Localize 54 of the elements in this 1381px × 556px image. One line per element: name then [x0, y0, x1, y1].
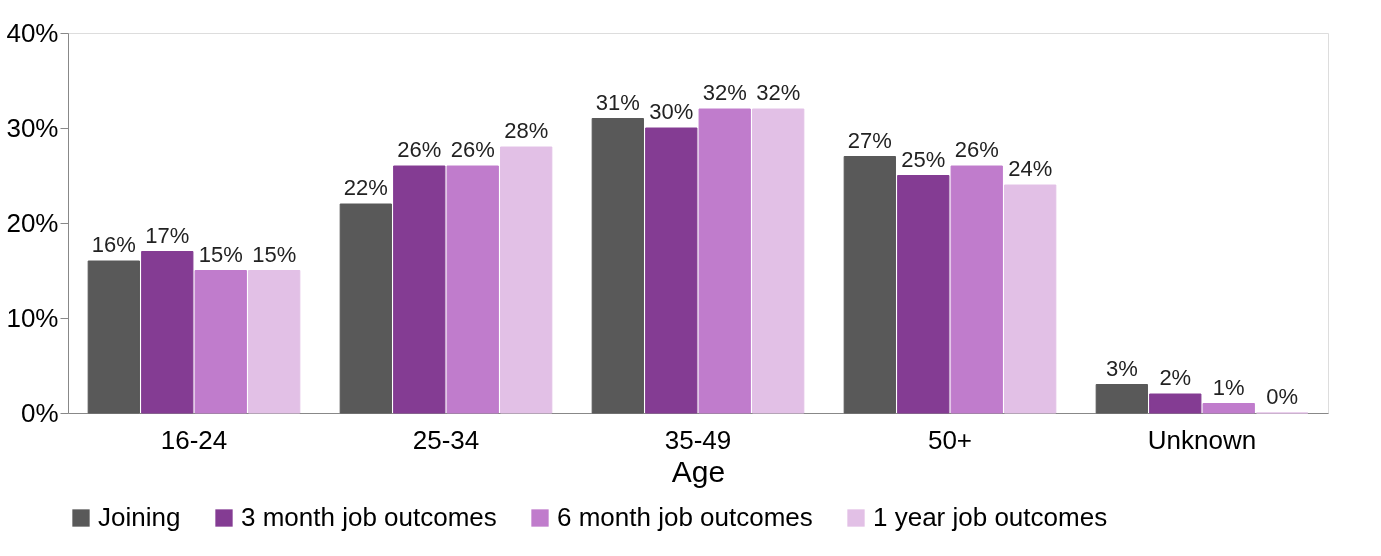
x-tick-label: 25-34 [412, 424, 480, 455]
bar [1149, 393, 1202, 414]
legend-label: 6 month job outcomes [557, 502, 813, 532]
data-label: 15% [198, 241, 243, 267]
bar [87, 260, 140, 414]
y-tick-label: 10% [6, 302, 59, 333]
legend-label: 3 month job outcomes [241, 502, 497, 532]
data-label: 0% [1266, 384, 1299, 409]
data-label: 3% [1105, 355, 1138, 381]
y-tick-label: 0% [20, 397, 59, 428]
legend-label: 1 year job outcomes [873, 502, 1108, 532]
legend-label: Joining [98, 502, 181, 532]
bar [339, 203, 392, 414]
y-tick-label: 40% [6, 17, 59, 48]
data-label: 26% [397, 137, 442, 162]
data-label: 16% [91, 232, 136, 257]
bar [645, 127, 698, 414]
bar [591, 118, 644, 414]
data-label: 17% [145, 222, 190, 248]
bar [698, 108, 751, 414]
bar [248, 270, 301, 414]
data-label: 28% [504, 118, 549, 143]
y-tick-label: 30% [6, 112, 59, 143]
bar [446, 165, 499, 414]
data-label: 31% [595, 89, 640, 115]
data-label: 24% [1008, 156, 1053, 181]
bar [752, 108, 805, 414]
bar [194, 270, 247, 414]
bar [950, 165, 1003, 414]
x-tick-label: 50+ [927, 424, 973, 455]
bar [141, 251, 194, 414]
data-label: 26% [450, 137, 495, 162]
data-label: 2% [1159, 365, 1192, 390]
x-axis-title: Age [671, 454, 726, 488]
x-tick-label: 35-49 [664, 424, 732, 455]
bar [1202, 403, 1255, 414]
bar [843, 156, 896, 414]
data-label: 32% [756, 80, 801, 105]
data-label: 15% [252, 241, 297, 267]
data-label: 26% [954, 137, 999, 162]
x-tick-label: 16-24 [160, 424, 228, 455]
data-label: 30% [649, 99, 694, 124]
data-label: 32% [702, 80, 747, 105]
bar [1004, 184, 1057, 414]
bar [1095, 384, 1148, 414]
data-label: 25% [901, 146, 946, 172]
bar [393, 165, 446, 414]
bar [897, 175, 950, 414]
x-tick-label: Unknown [1147, 424, 1257, 455]
data-label: 1% [1212, 374, 1245, 400]
y-tick-label: 20% [6, 207, 59, 238]
data-label: 22% [343, 175, 388, 200]
bar [500, 146, 553, 414]
data-label: 27% [847, 127, 892, 153]
